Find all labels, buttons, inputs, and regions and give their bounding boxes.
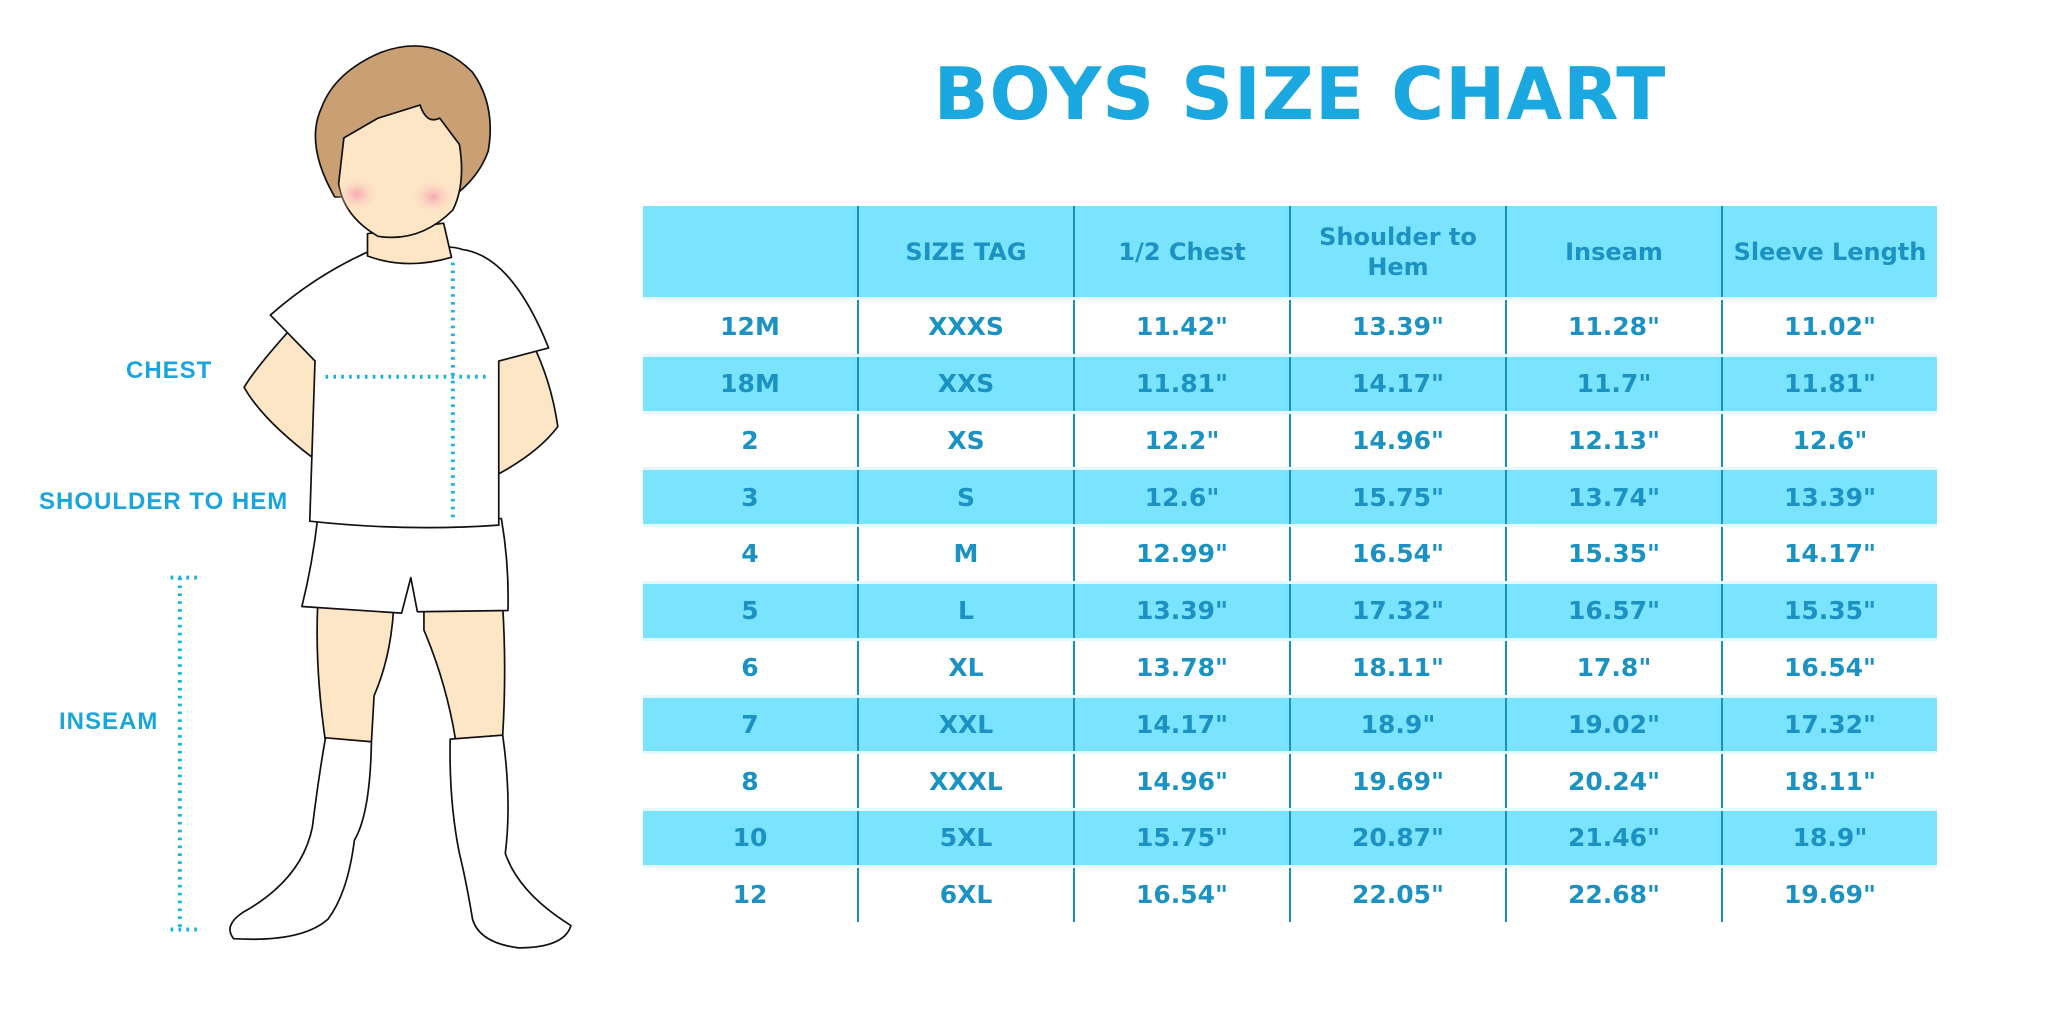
table-cell: 18.9" [1289,697,1505,752]
table-cell: 6 [741,653,759,683]
table-cell: XS [857,413,1073,468]
table-cell: 21.46" [1505,811,1721,865]
table-cell: 17.8" [1505,640,1721,695]
table-row: 10 5XL 15.75" 20.87" 21.46" 18.9" [643,808,1937,865]
header-cell: Shoulder to Hem [1289,206,1505,297]
table-cell: 3 [741,482,759,512]
table-cell: 5 [741,596,759,626]
table-cell: XXL [857,697,1073,752]
table-cell: XXXS [857,300,1073,354]
table-cell: M [857,527,1073,581]
table-cell: 4 [741,539,759,569]
table-row: 12M XXXS 11.42" 13.39" 11.28" 11.02" [643,297,1937,354]
table-row: 3 S 12.6" 15.75" 13.74" 13.39" [643,467,1937,525]
table-cell: 11.81" [1073,356,1289,411]
measurement-guides [170,262,489,932]
table-row: 6 XL 13.78" 18.11" 17.8" 16.54" [643,637,1937,695]
table-cell: 12 [732,880,768,910]
table-cell: 19.02" [1505,697,1721,752]
table-cell: 18.9" [1721,811,1937,865]
table-cell: 12.6" [1721,413,1937,468]
table-cell: 14.96" [1289,413,1505,468]
header-cell [643,206,857,297]
table-cell: 13.39" [1721,470,1937,525]
header-cell: SIZE TAG [857,206,1073,297]
table-cell: 11.42" [1073,300,1289,354]
size-table: SIZE TAG 1/2 Chest Shoulder to Hem Inseam Sl… [643,206,1937,922]
table-cell: XL [857,640,1073,695]
table-cell: 11.28" [1505,300,1721,354]
table-cell: 14.96" [1073,754,1289,809]
table-cell: 13.39" [1289,300,1505,354]
inseam-label: INSEAM [59,708,159,735]
table-cell: 16.54" [1073,867,1289,922]
table-cell: 5XL [857,811,1073,865]
table-cell: 19.69" [1289,754,1505,809]
table-cell: 22.05" [1289,867,1505,922]
table-cell: 18.11" [1721,754,1937,809]
table-cell: 15.75" [1073,811,1289,865]
page-title: BOYS SIZE CHART [933,52,1667,136]
header-cell: 1/2 Chest [1073,206,1289,297]
table-cell: 11.81" [1721,356,1937,411]
table-cell: XXXL [857,754,1073,809]
table-cell: 20.24" [1505,754,1721,809]
table-cell: 14.17" [1289,356,1505,411]
table-cell: 11.02" [1721,300,1937,354]
table-cell: S [857,470,1073,525]
table-cell: 8 [741,766,759,796]
table-cell: 12M [720,312,780,342]
table-cell: 16.54" [1721,640,1937,695]
table-cell: 13.78" [1073,640,1289,695]
table-cell: 13.39" [1073,583,1289,638]
table-header-row: SIZE TAG 1/2 Chest Shoulder to Hem Inseam Sl… [643,206,1937,297]
table-row: 12 6XL 16.54" 22.05" 22.68" 19.69" [643,864,1937,922]
table-cell: 19.69" [1721,867,1937,922]
table-cell: 11.7" [1505,356,1721,411]
table-cell: 14.17" [1073,697,1289,752]
table-row: 5 L 13.39" 17.32" 16.57" 15.35" [643,580,1937,638]
table-cell: 15.35" [1505,527,1721,581]
table-cell: 2 [741,425,759,455]
table-cell: 15.35" [1721,583,1937,638]
table-cell: 12.13" [1505,413,1721,468]
table-row: 8 XXXL 14.96" 19.69" 20.24" 18.11" [643,751,1937,809]
table-cell: 16.54" [1289,527,1505,581]
table-cell: 17.32" [1721,697,1937,752]
boy-illustration [170,45,572,949]
table-cell: 14.17" [1721,527,1937,581]
table-cell: 18.11" [1289,640,1505,695]
table-row: 7 XXL 14.17" 18.9" 19.02" 17.32" [643,694,1937,752]
table-cell: 13.74" [1505,470,1721,525]
table-cell: XXS [857,356,1073,411]
header-cell: Inseam [1505,206,1721,297]
chest-label: CHEST [126,357,213,384]
header-cell: Sleeve Length [1721,206,1937,297]
table-row: 2 XS 12.2" 14.96" 12.13" 12.6" [643,410,1937,468]
table-cell: 10 [732,823,768,853]
table-cell: 16.57" [1505,583,1721,638]
table-cell: 7 [741,709,759,739]
table-cell: 12.6" [1073,470,1289,525]
table-cell: 6XL [857,867,1073,922]
shoulder-to-hem-label: SHOULDER TO HEM [39,488,289,515]
table-cell: 12.2" [1073,413,1289,468]
table-cell: 17.32" [1289,583,1505,638]
table-row: 4 M 12.99" 16.54" 15.35" 14.17" [643,524,1937,581]
table-cell: 15.75" [1289,470,1505,525]
table-row: 18M XXS 11.81" 14.17" 11.7" 11.81" [643,353,1937,411]
table-cell: 20.87" [1289,811,1505,865]
table-cell: 12.99" [1073,527,1289,581]
table-cell: L [857,583,1073,638]
table-cell: 22.68" [1505,867,1721,922]
table-cell: 18M [720,369,780,399]
